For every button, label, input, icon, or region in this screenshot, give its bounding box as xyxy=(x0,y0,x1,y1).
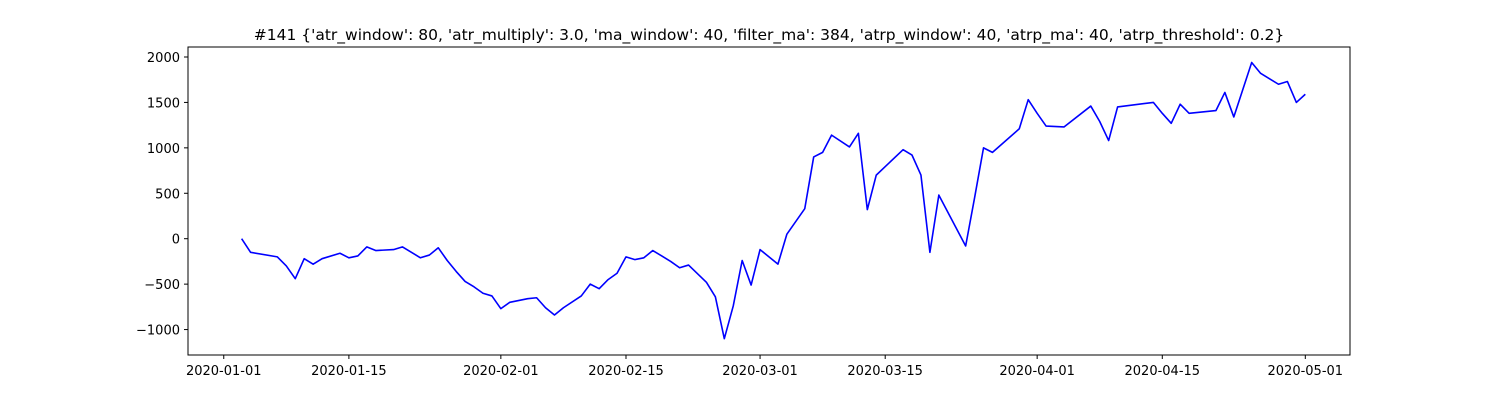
y-tick-label: 1000 xyxy=(147,142,180,157)
x-tick-label: 2020-03-15 xyxy=(847,364,923,379)
x-tick-label: 2020-04-01 xyxy=(999,364,1075,379)
axes-frame xyxy=(187,46,1351,356)
x-tick-label: 2020-04-15 xyxy=(1125,364,1201,379)
x-tick-label: 2020-02-15 xyxy=(588,364,664,379)
y-tick-label: 0 xyxy=(172,233,180,248)
y-tick-label: 2000 xyxy=(147,51,180,66)
x-tick-label: 2020-03-01 xyxy=(722,364,798,379)
x-tick-label: 2020-02-01 xyxy=(463,364,539,379)
line-series xyxy=(240,61,1306,340)
x-tick-label: 2020-01-01 xyxy=(186,364,262,379)
chart-title: #141 {'atr_window': 80, 'atr_multiply': … xyxy=(254,26,1285,45)
y-tick-label: −1000 xyxy=(136,324,180,339)
y-tick-label: 500 xyxy=(155,187,180,202)
x-tick-label: 2020-01-15 xyxy=(311,364,387,379)
y-tick-label: 1500 xyxy=(147,96,180,111)
x-tick-label: 2020-05-01 xyxy=(1268,364,1344,379)
y-tick-label: −500 xyxy=(144,278,180,293)
